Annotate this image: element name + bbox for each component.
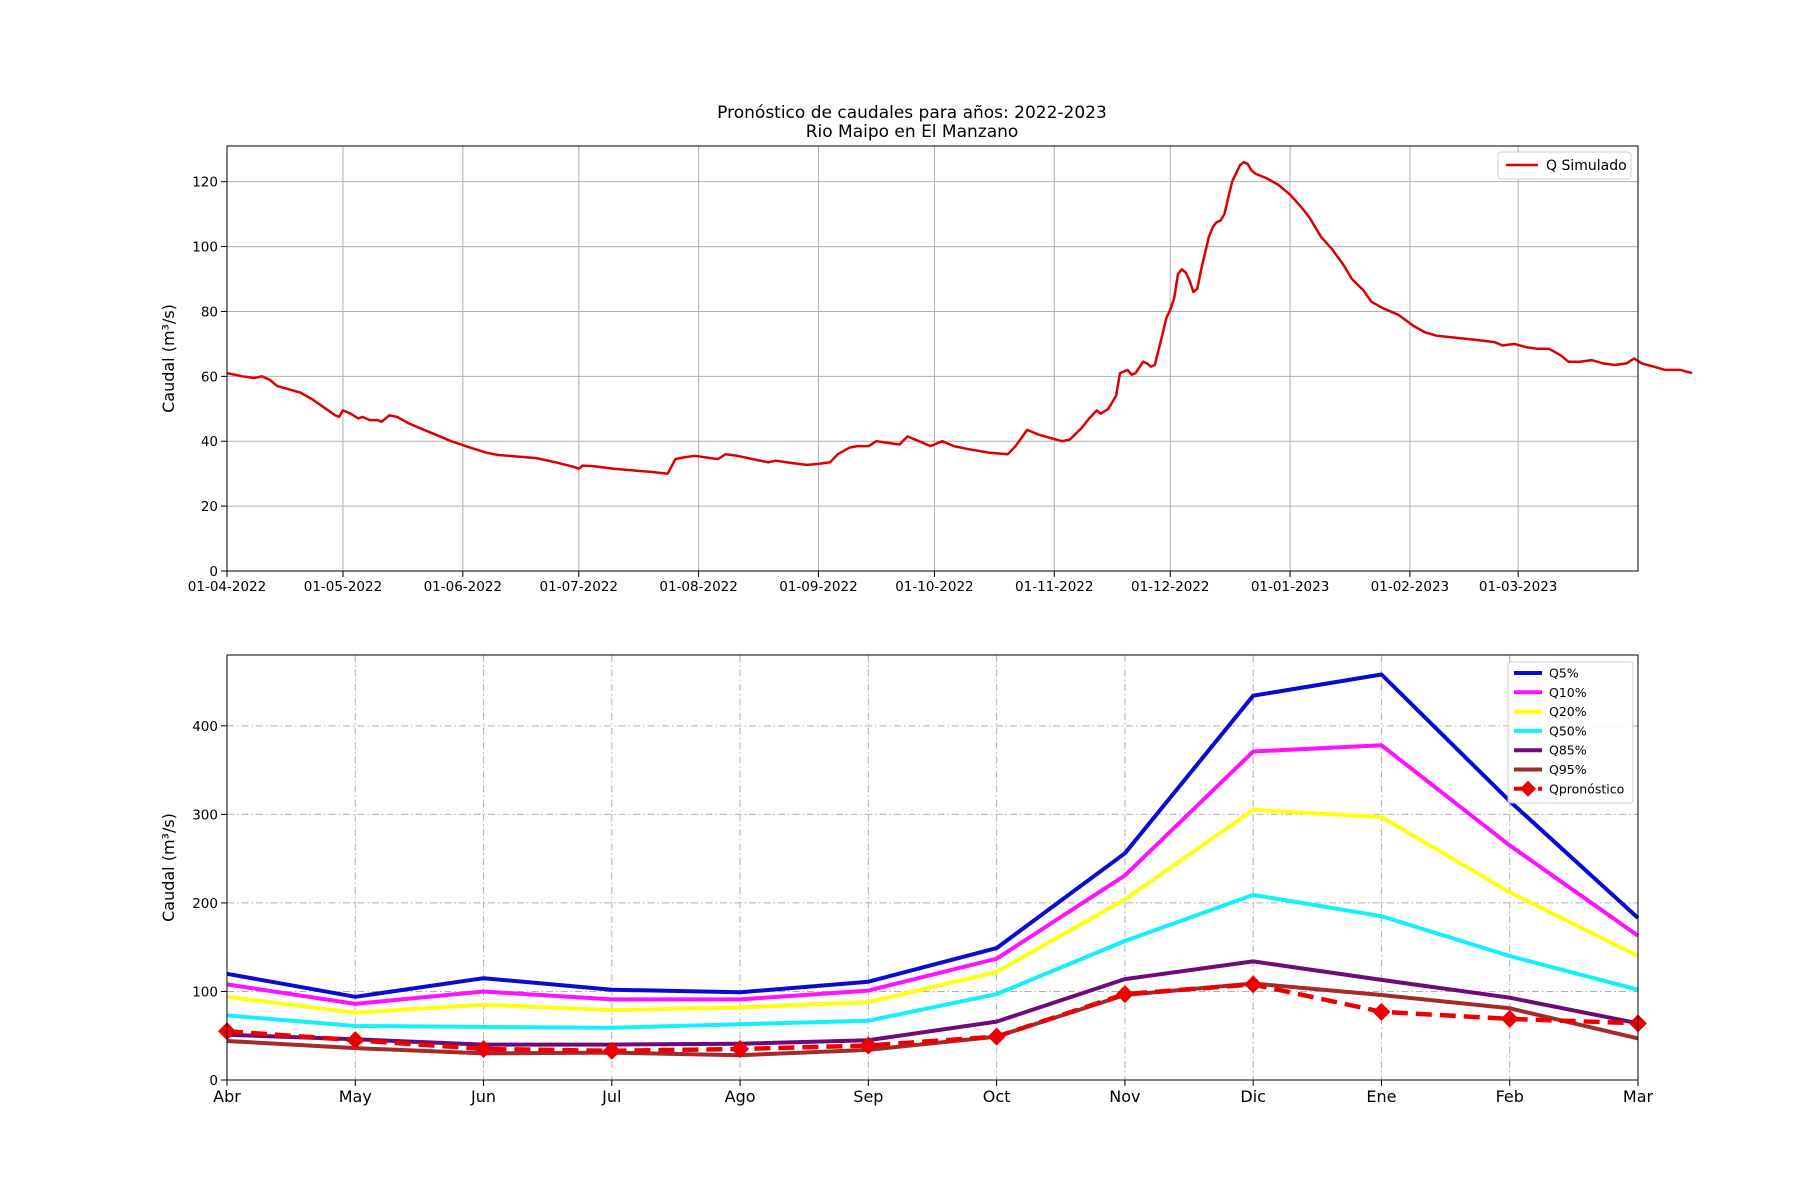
legend-label-q20: Q20%	[1549, 704, 1587, 719]
y-tick-label: 200	[192, 896, 218, 912]
x-tick-label: Jul	[601, 1087, 621, 1106]
x-tick-label: 01-01-2023	[1251, 579, 1329, 595]
legend-label-q10: Q10%	[1549, 685, 1587, 700]
top-chart-simulated-flow: 01-04-2022 01-05-2022 01-06-2022 01-07-2022…	[159, 145, 1693, 595]
x-tick-label: Dic	[1240, 1087, 1266, 1106]
data-point-qpron-stico	[346, 1031, 365, 1050]
plot-frame	[226, 654, 1639, 1081]
legend-label-q50: Q50%	[1549, 723, 1587, 738]
x-tick-label: Oct	[983, 1087, 1011, 1106]
x-tick-label: Ago	[725, 1087, 756, 1106]
legend-label-q95: Q95%	[1549, 762, 1587, 777]
data-point-qpron-stico	[1500, 1009, 1519, 1028]
data-point-qpron-stico	[1244, 975, 1263, 994]
legend: Q Simulado	[1497, 151, 1632, 180]
data-point-qpron-stico	[731, 1040, 750, 1059]
x-tick-label: Jun	[470, 1087, 496, 1106]
y-tick-label: 80	[201, 304, 218, 320]
x-tick-label: 01-11-2022	[1015, 579, 1093, 595]
x-tick-label: 01-04-2022	[188, 579, 266, 595]
series-line-q10	[226, 743, 1640, 1006]
series-line-q85	[226, 959, 1639, 1047]
series-line-q-simulado	[226, 160, 1693, 475]
x-tick-label: 01-02-2023	[1371, 579, 1449, 595]
x-tick-label: 01-07-2022	[540, 579, 618, 595]
bottom-chart-monthly-percentiles: Abr May Jun Jul Ago Sep Oct Nov Dic Ene Feb Mar 0 100…	[159, 654, 1654, 1106]
data-point-qpron-stico	[474, 1040, 493, 1059]
y-tick-label: 300	[192, 807, 218, 823]
x-tick-label: Ene	[1366, 1087, 1396, 1106]
y-tick-label: 120	[192, 175, 218, 191]
data-point-qpron-stico	[1115, 985, 1134, 1004]
x-tick-label: 01-12-2022	[1131, 579, 1209, 595]
y-axis-label: Caudal (m³/s)	[159, 813, 178, 922]
legend-label-q-simulado: Q Simulado	[1546, 158, 1627, 174]
x-tick-label: Nov	[1109, 1087, 1140, 1106]
y-tick-label: 0	[209, 564, 218, 580]
data-point-qpron-stico	[1372, 1002, 1391, 1021]
data-point-qpron-stico	[602, 1041, 621, 1060]
legend: Q5% Q10% Q20% Q50% Q85% Q95% Qpronóstico	[1507, 661, 1634, 804]
series-line-q50	[226, 892, 1639, 1030]
plot-area	[227, 146, 1638, 571]
data-point-qpron-stico	[987, 1027, 1006, 1046]
x-tick-label: Mar	[1623, 1087, 1654, 1106]
y-tick-label: 60	[201, 369, 218, 385]
x-tick-label: May	[339, 1087, 372, 1106]
x-tick-label: 01-03-2023	[1479, 579, 1557, 595]
data-point-qpron-stico	[859, 1036, 878, 1055]
series-line-q20	[226, 807, 1639, 1015]
chart-title-line1: Pronóstico de caudales para años: 2022-2…	[717, 103, 1107, 123]
y-tick-label: 0	[209, 1073, 218, 1089]
chart-title-line2: Rio Maipo en El Manzano	[806, 122, 1019, 142]
x-tick-label: 01-09-2022	[779, 579, 857, 595]
y-axis-label: Caudal (m³/s)	[159, 304, 178, 413]
y-tick-label: 400	[192, 719, 218, 735]
x-tick-label: Feb	[1496, 1087, 1524, 1106]
legend-frame	[1497, 151, 1632, 180]
legend-label-q5: Q5%	[1549, 666, 1579, 681]
y-tick-label: 100	[192, 240, 218, 256]
x-tick-label: 01-10-2022	[895, 579, 973, 595]
plot-frame	[226, 145, 1639, 572]
x-tick-label: Abr	[213, 1087, 241, 1106]
x-tick-label: Sep	[853, 1087, 883, 1106]
x-tick-label: 01-05-2022	[304, 579, 382, 595]
series-line-qpron-stico	[226, 982, 1639, 1054]
y-tick-label: 20	[201, 499, 218, 515]
y-tick-label: 100	[192, 984, 218, 1000]
x-tick-label: 01-06-2022	[424, 579, 502, 595]
x-tick-label: 01-08-2022	[659, 579, 737, 595]
legend-marker-qpron-stico	[1520, 780, 1536, 797]
legend-label-qpron-stico: Qpronóstico	[1549, 781, 1624, 796]
legend-label-q85: Q85%	[1549, 743, 1587, 758]
series-line-q5	[226, 672, 1640, 999]
y-tick-label: 40	[201, 434, 218, 450]
